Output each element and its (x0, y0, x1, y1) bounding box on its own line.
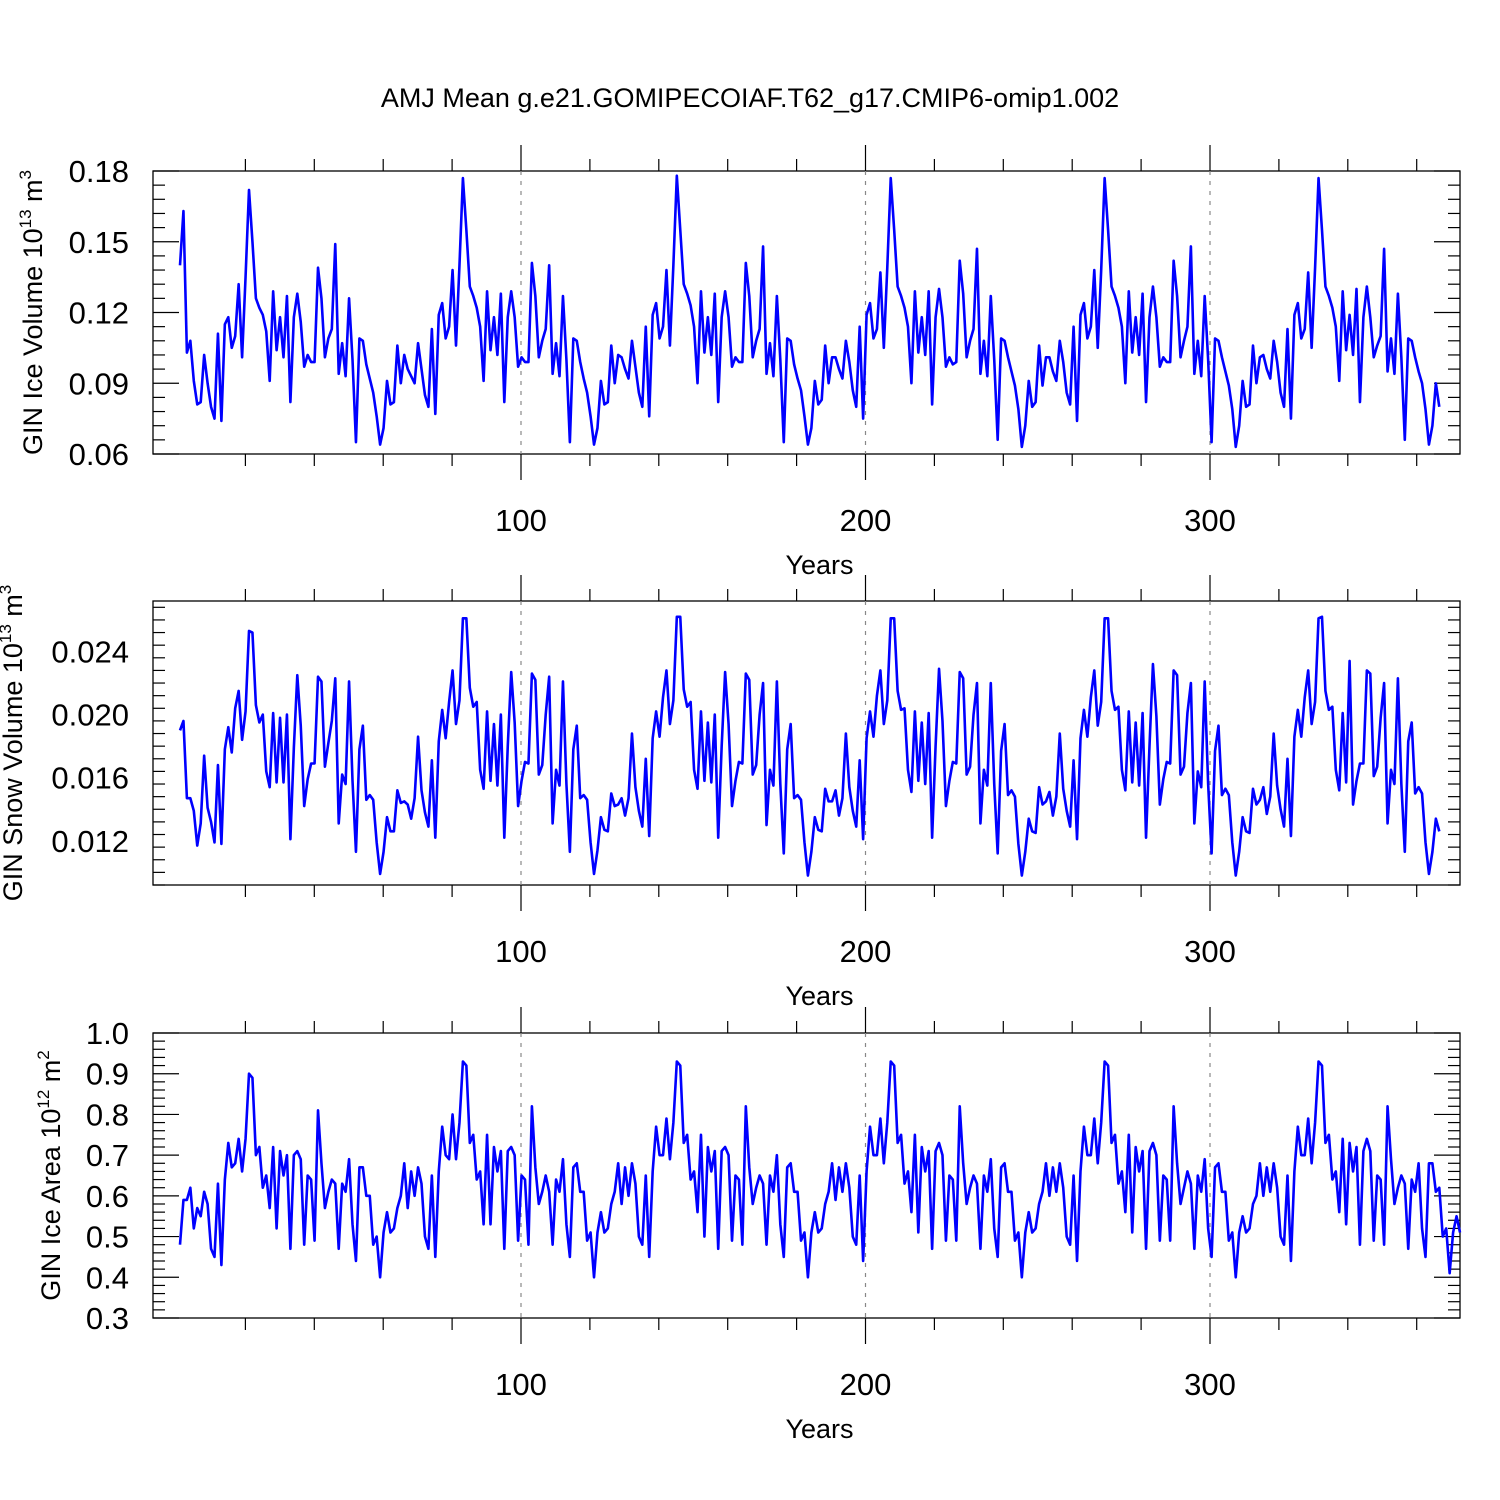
y-tick-label: 0.09 (69, 366, 129, 401)
plot-frame (152, 600, 1461, 886)
y-tick-label: 0.016 (51, 761, 129, 796)
x-axis-title: Years (785, 1414, 853, 1444)
series-line-gin-ice-volume (178, 174, 1441, 449)
x-tick-label: 100 (495, 1367, 547, 1402)
x-tick-label: 300 (1184, 934, 1236, 969)
y-tick-label: 0.024 (51, 634, 129, 669)
y-tick-label: 0.6 (86, 1179, 129, 1214)
y-axis-title: GIN Snow Volume 1013 m3 (0, 585, 28, 902)
y-tick-label: 0.7 (86, 1138, 129, 1173)
y-tick-label: 1.0 (86, 1016, 129, 1051)
y-tick-label: 0.18 (69, 154, 129, 189)
x-tick-label: 300 (1184, 503, 1236, 538)
y-tick-label: 0.020 (51, 698, 129, 733)
x-tick-label: 100 (495, 503, 547, 538)
y-tick-label: 0.012 (51, 824, 129, 859)
y-tick-label: 0.9 (86, 1057, 129, 1092)
panel-2: 100 200 300 Years 0.012 0.016 0.020 0.024 GIN Sn… (0, 575, 1461, 1011)
x-axis-title: Years (785, 550, 853, 580)
x-tick-label: 300 (1184, 1367, 1236, 1402)
x-axis-title: Years (785, 981, 853, 1011)
panel-1: 100 200 300 Years 0.06 0.09 0.12 0.15 0.18 GIN Ic… (16, 145, 1461, 580)
y-tick-label: 0.8 (86, 1097, 129, 1132)
x-tick-label: 200 (840, 503, 892, 538)
y-tick-label: 0.4 (86, 1260, 129, 1295)
y-tick-label: 0.15 (69, 225, 129, 260)
figure-title: AMJ Mean g.e21.GOMIPECOIAF.T62_g17.CMIP6… (381, 83, 1119, 113)
y-axis-title: GIN Ice Area 1012 m2 (34, 1050, 66, 1301)
series-line-gin-snow-volume (178, 615, 1441, 877)
y-tick-label: 0.5 (86, 1220, 129, 1255)
y-tick-label: 0.12 (69, 296, 129, 331)
x-tick-label: 100 (495, 934, 547, 969)
y-tick-label: 0.3 (86, 1301, 129, 1336)
x-tick-label: 200 (840, 1367, 892, 1402)
y-axis-title: GIN Ice Volume 1013 m3 (16, 170, 48, 455)
plot-frame (152, 1032, 1461, 1319)
y-tick-label: 0.06 (69, 437, 129, 472)
x-tick-label: 200 (840, 934, 892, 969)
series-line-gin-ice-area (178, 1060, 1462, 1279)
panel-3: 100 200 300 Years 0.3 0.4 0.5 0.6 0.7 0.8 0.9 1.0 GI… (34, 1007, 1462, 1444)
